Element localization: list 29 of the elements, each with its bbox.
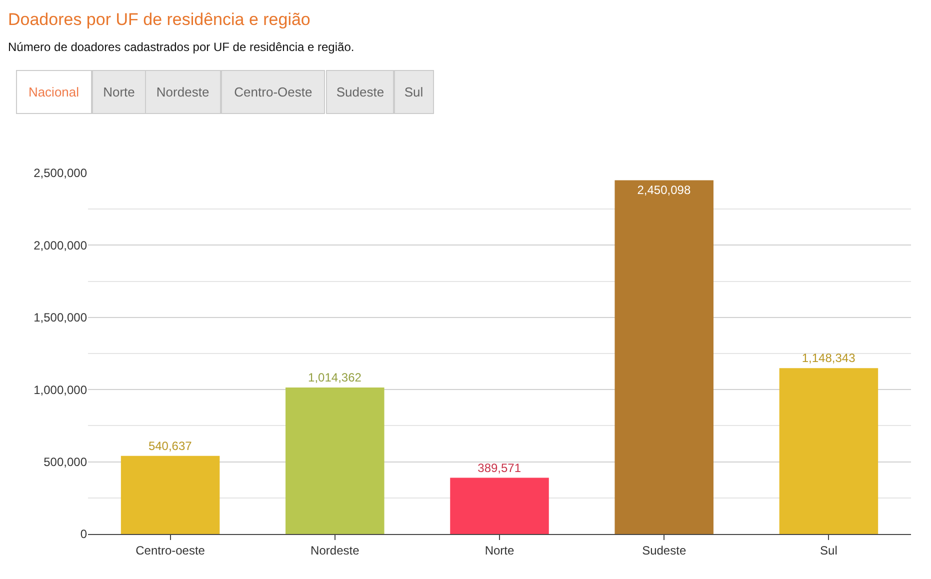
chart-title: Doadores por UF de residência e região bbox=[8, 10, 310, 29]
bar bbox=[614, 180, 714, 534]
y-tick-label: 1,500,000 bbox=[34, 310, 88, 325]
data-label: 2,450,098 bbox=[637, 183, 691, 198]
y-tick-label: 2,000,000 bbox=[34, 238, 88, 252]
data-label: 1,148,343 bbox=[802, 351, 856, 366]
bar bbox=[120, 456, 220, 534]
y-tick-label: 0 bbox=[80, 527, 88, 542]
text: Nordeste bbox=[156, 84, 210, 100]
x-tick-label: Norte bbox=[484, 543, 514, 558]
text: Nacional bbox=[28, 84, 80, 100]
x-tick-label: Sudeste bbox=[642, 543, 686, 558]
x-tick-label: Sul bbox=[820, 543, 838, 558]
y-tick-label: 1,000,000 bbox=[34, 382, 88, 397]
x-tick-label: Centro-oeste bbox=[136, 543, 206, 558]
y-tick-label: 500,000 bbox=[44, 455, 88, 469]
text: Centro-Oeste bbox=[234, 84, 312, 100]
text: Norte bbox=[103, 84, 135, 100]
chart-subtitle: Número de doadores cadastrados por UF de residência e região. bbox=[8, 40, 354, 54]
text: Sul bbox=[404, 84, 424, 100]
data-label: 1,014,362 bbox=[308, 370, 362, 385]
bar bbox=[286, 388, 384, 534]
data-label: 540,637 bbox=[148, 438, 192, 453]
bar bbox=[779, 368, 878, 534]
x-tick-label: Nordeste bbox=[310, 543, 360, 558]
y-tick-label: 2,500,000 bbox=[34, 166, 88, 180]
bar bbox=[450, 478, 549, 534]
text: Sudeste bbox=[336, 84, 384, 100]
data-label: 389,571 bbox=[478, 460, 522, 475]
